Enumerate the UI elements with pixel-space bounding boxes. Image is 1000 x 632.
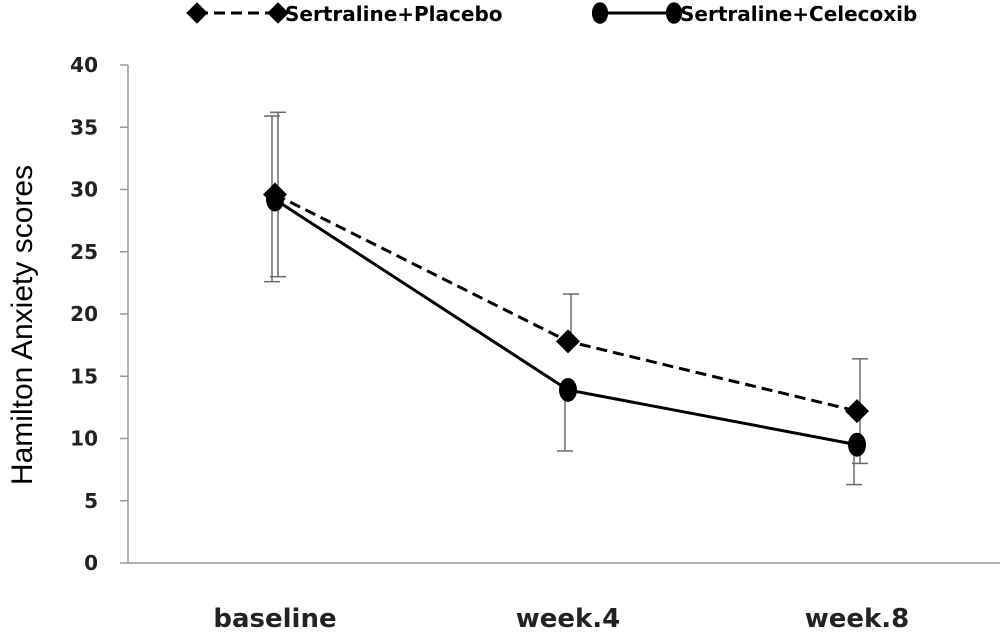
y-tick-label: 15 [70,364,98,388]
series-line [274,198,858,447]
legend-marker [591,2,609,24]
y-tick-label: 30 [70,178,98,202]
legend-label: Sertraline+Celecoxib [680,2,917,26]
y-tick-label: 0 [84,551,98,575]
y-tick-label: 20 [70,302,98,326]
data-point [848,432,866,457]
legend-label: Sertraline+Placebo [285,2,503,26]
legend-marker [267,2,289,24]
y-tick-label: 40 [70,53,98,77]
x-ticks: baseline week.4 week.8 [213,604,909,632]
x-tick-label: baseline [213,604,336,632]
data-point [556,329,580,354]
x-tick-label: week.8 [805,604,910,632]
data-point [845,399,869,424]
y-ticks: 0 5 10 15 20 25 30 35 40 [70,53,128,575]
data-point [559,377,577,402]
y-axis-label: Hamilton Anxiety scores [6,165,39,485]
y-tick-label: 35 [70,115,98,139]
y-tick-label: 5 [84,489,98,513]
legend-marker [665,2,683,24]
y-tick-label: 25 [70,240,98,264]
data-point [266,187,284,212]
series-lines [274,193,858,447]
legend: Sertraline+Placebo Sertraline+Celecoxib [186,2,917,26]
x-tick-label: week.4 [516,604,621,632]
legend-marker [186,2,208,24]
y-tick-label: 10 [70,427,98,451]
series-markers [263,182,869,457]
